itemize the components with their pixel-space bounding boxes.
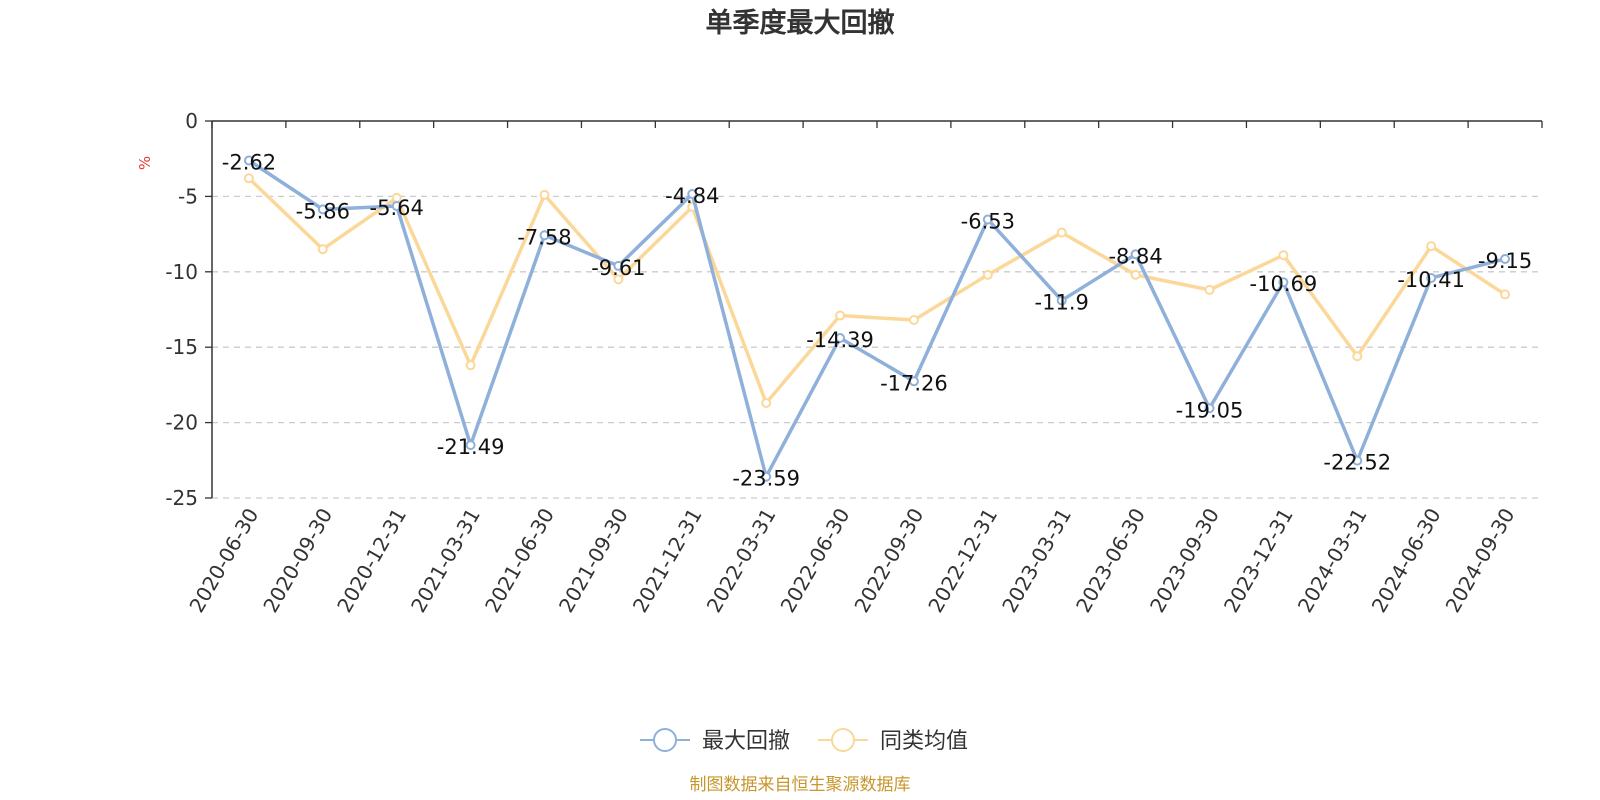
series-line xyxy=(247,159,1506,479)
data-point xyxy=(1426,272,1437,283)
series-line xyxy=(247,177,1507,405)
data-point xyxy=(1204,403,1215,414)
series-layer xyxy=(243,155,1511,482)
data-label: -9.15 xyxy=(1478,249,1532,273)
x-tick-label: 2024-03-31 xyxy=(1293,504,1372,617)
data-point xyxy=(317,244,328,255)
data-point xyxy=(1056,227,1067,238)
data-point xyxy=(1278,250,1289,261)
data-label: -5.64 xyxy=(370,196,424,220)
data-label: -6.53 xyxy=(961,209,1015,233)
data-point xyxy=(982,214,993,225)
y-tick-label: -20 xyxy=(165,411,198,435)
data-label: -11.9 xyxy=(1035,290,1089,314)
x-tick-label: 2023-06-30 xyxy=(1071,504,1150,617)
legend-marker xyxy=(653,728,677,752)
x-tick-label: 2022-09-30 xyxy=(849,504,928,617)
data-point xyxy=(1204,284,1215,295)
x-tick-label: 2022-12-31 xyxy=(923,504,1002,617)
x-tick-label: 2021-06-30 xyxy=(480,504,559,617)
data-point xyxy=(1056,295,1067,306)
chart-title: 单季度最大回撤 xyxy=(706,7,895,39)
data-point xyxy=(1130,269,1141,280)
data-label: -14.39 xyxy=(806,328,874,352)
data-label: -9.61 xyxy=(591,256,645,280)
data-point xyxy=(613,274,624,285)
data-point xyxy=(317,204,328,215)
x-tick-label: 2021-03-31 xyxy=(406,504,485,617)
x-tick-label: 2020-12-31 xyxy=(332,504,411,617)
data-label: -5.86 xyxy=(296,199,350,223)
data-point xyxy=(465,440,476,451)
data-point xyxy=(835,310,846,321)
x-tick-label: 2024-06-30 xyxy=(1367,504,1446,617)
data-point xyxy=(243,173,254,184)
y-axis-unit: % xyxy=(136,156,154,170)
x-tick-label: 2020-06-30 xyxy=(184,504,263,617)
legend-marker xyxy=(831,728,855,752)
axes xyxy=(205,120,1543,499)
data-point xyxy=(1352,455,1363,466)
source-note: 制图数据来自恒生聚源数据库 xyxy=(690,775,911,795)
data-label: -10.69 xyxy=(1250,272,1318,296)
data-label: -17.26 xyxy=(880,371,948,395)
data-label: -23.59 xyxy=(732,467,800,491)
legend-label: 最大回撤 xyxy=(702,729,790,754)
data-point xyxy=(539,189,550,200)
data-point xyxy=(243,155,254,166)
data-point xyxy=(1278,277,1289,288)
x-tick-label: 2023-12-31 xyxy=(1219,504,1298,617)
data-point xyxy=(1426,241,1437,252)
data-point xyxy=(613,260,624,271)
legend-label: 同类均值 xyxy=(880,729,968,754)
x-tick-label: 2022-06-30 xyxy=(776,504,855,617)
x-tick-label: 2023-03-31 xyxy=(997,504,1076,617)
data-label: -10.41 xyxy=(1397,268,1465,292)
data-point xyxy=(1500,289,1511,300)
data-label: -19.05 xyxy=(1176,398,1244,422)
data-point xyxy=(391,201,402,212)
data-label: -21.49 xyxy=(437,435,505,459)
y-tick-label: -15 xyxy=(165,335,198,359)
data-label: -7.58 xyxy=(517,225,571,249)
data-point xyxy=(539,230,550,241)
data-point xyxy=(982,269,993,280)
data-point xyxy=(761,397,772,408)
data-label: -22.52 xyxy=(1323,451,1391,475)
data-point xyxy=(465,360,476,371)
y-tick-label: 0 xyxy=(185,109,198,133)
data-point xyxy=(687,188,698,199)
y-tick-label: -10 xyxy=(165,260,198,284)
data-point xyxy=(1500,253,1511,264)
x-tick-label: 2022-03-31 xyxy=(702,504,781,617)
data-point xyxy=(761,471,772,482)
x-tick-label: 2024-09-30 xyxy=(1441,504,1520,617)
x-tick-label: 2021-09-30 xyxy=(554,504,633,617)
data-point xyxy=(908,376,919,387)
legend[interactable]: 最大回撤 同类均值 xyxy=(640,728,968,754)
y-tick-label: -5 xyxy=(178,184,198,208)
data-point xyxy=(908,315,919,326)
data-label: -4.84 xyxy=(665,184,719,208)
data-labels: -2.62 -5.86 -5.64 -21.49 -7.58 -9.61 -4.84 -23.… xyxy=(222,151,1532,491)
grid-lines xyxy=(212,195,1542,499)
x-tick-labels: 2020-06-302020-09-302020-12-312021-03-31… xyxy=(184,504,1519,617)
x-tick-label: 2020-09-30 xyxy=(258,504,337,617)
data-label: -8.84 xyxy=(1108,244,1162,268)
data-label: -2.62 xyxy=(222,151,276,175)
data-point xyxy=(1352,351,1363,362)
data-point xyxy=(1130,249,1141,260)
y-tick-labels: 0 -5 -10 -15 -20 -25 xyxy=(165,109,198,510)
y-tick-label: -25 xyxy=(165,486,198,510)
data-point xyxy=(835,333,846,344)
x-tick-label: 2023-09-30 xyxy=(1145,504,1224,617)
legend-item[interactable]: 最大回撤 xyxy=(640,728,790,754)
x-tick-label: 2021-12-31 xyxy=(628,504,707,617)
legend-item[interactable]: 同类均值 xyxy=(818,728,968,754)
